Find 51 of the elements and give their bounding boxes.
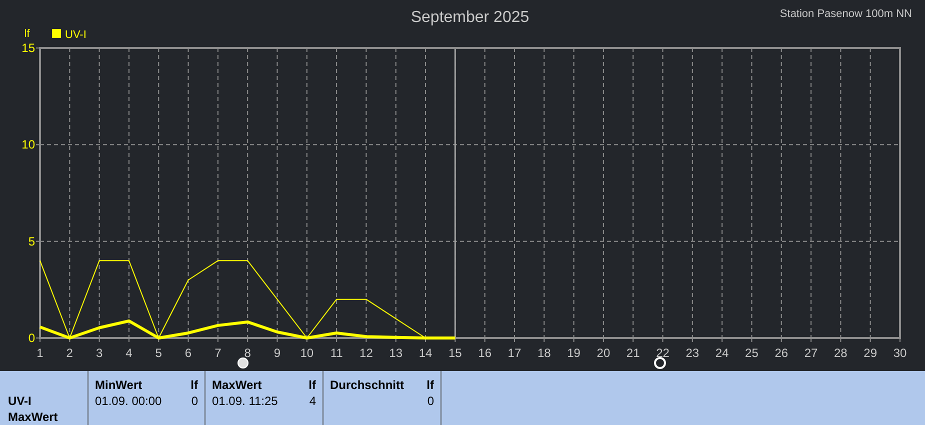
text: 01.09. 11:25 (212, 394, 278, 408)
text: 0 (191, 394, 198, 408)
text: Durchschnitt (330, 378, 404, 392)
text: 01.09. 00:00 (95, 394, 162, 408)
x-tick-label: 1 (36, 346, 44, 360)
x-tick-label: 20 (596, 346, 610, 360)
text: UV-I (8, 394, 32, 408)
text: lf (426, 378, 435, 392)
x-tick-label: 18 (537, 346, 552, 360)
x-tick-label: 10 (300, 346, 314, 360)
x-tick-label: 15 (448, 346, 462, 360)
x-tick-label: 5 (155, 346, 162, 360)
x-tick-label: 12 (360, 346, 374, 360)
y-tick-label: 5 (28, 234, 36, 248)
x-tick-label: 25 (745, 346, 759, 360)
x-tick-label: 29 (864, 346, 878, 360)
x-tick-label: 17 (508, 346, 522, 360)
x-tick-label: 7 (214, 346, 222, 360)
text: lf (190, 378, 199, 392)
y-tick-label: 15 (22, 41, 36, 55)
x-tick-label: 27 (804, 346, 818, 360)
text: 0 (427, 394, 434, 408)
text: MaxWert (8, 410, 58, 424)
text: MaxWert (212, 378, 262, 392)
text: MinWert (95, 378, 142, 392)
x-tick-label: 23 (686, 346, 700, 360)
x-tick-label: 9 (274, 346, 281, 360)
x-tick-label: 3 (96, 346, 103, 360)
x-tick-label: 14 (418, 346, 433, 360)
x-tick-label: 4 (126, 346, 133, 360)
x-tick-label: 24 (715, 346, 730, 360)
x-tick-label: 6 (184, 346, 192, 360)
x-tick-label: 2 (66, 346, 74, 360)
x-tick-label: 13 (389, 346, 403, 360)
legend-label: UV-I (65, 29, 86, 41)
chart-title: September 2025 (410, 9, 530, 26)
x-tick-label: 21 (626, 346, 640, 360)
x-tick-label: 26 (774, 346, 788, 360)
x-tick-label: 19 (567, 346, 581, 360)
y-tick-label: 10 (22, 138, 36, 152)
y-axis-title: lf (24, 28, 31, 40)
text: 4 (309, 394, 316, 408)
x-tick-label: 11 (330, 346, 344, 360)
chart-subtitle: Station Pasenow 100m NN (780, 8, 912, 20)
x-tick-label: 30 (893, 346, 907, 360)
x-tick-label: 22 (656, 346, 670, 360)
y-tick-label: 0 (28, 331, 36, 345)
x-tick-label: 8 (244, 346, 252, 360)
x-tick-label: 28 (834, 346, 848, 360)
text: lf (308, 378, 317, 392)
x-tick-label: 16 (478, 346, 492, 360)
